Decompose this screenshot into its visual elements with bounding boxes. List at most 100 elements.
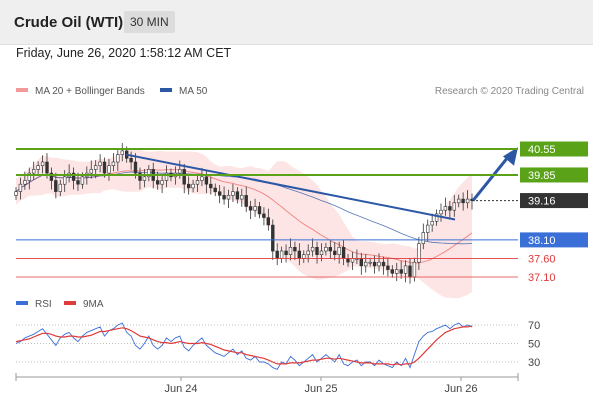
candle-body (328, 247, 332, 252)
timestamp: Friday, June 26, 2020 1:58:12 AM CET (16, 46, 232, 60)
candle-body (94, 165, 98, 170)
rsi-plot: 70 50 30 (15, 320, 540, 370)
level-label-box (520, 232, 588, 248)
candle-body (403, 265, 408, 274)
candle-body (275, 250, 279, 259)
candle-body (102, 161, 107, 174)
candle-body (209, 183, 213, 189)
bollinger-band (16, 150, 472, 299)
candle-body (306, 250, 310, 256)
candle-body (456, 198, 461, 204)
candle-body (319, 250, 324, 256)
ma50-legend-label: MA 50 (179, 86, 208, 97)
candle-body (257, 206, 262, 215)
instrument-title: Crude Oil (WTI) (14, 14, 124, 31)
level-label-resistance: 40.55 (528, 144, 556, 156)
rsi-legend-swatch (16, 301, 28, 305)
candle-body (58, 183, 63, 192)
candle-body (324, 247, 328, 252)
descending-trendline (125, 153, 456, 221)
candle-body (133, 161, 138, 174)
level-label-box (520, 193, 588, 209)
candle-body (89, 169, 94, 174)
candle-body (266, 217, 270, 226)
candle-body (368, 261, 372, 264)
candle-body (76, 180, 80, 185)
title-bar: Crude Oil (WTI) 30 MIN (0, 0, 593, 45)
credit-text: Research © 2020 Trading Central (435, 86, 584, 97)
candle-body (337, 247, 341, 256)
level-label-box (520, 167, 588, 183)
level-label-last: 39.16 (528, 196, 556, 208)
candle-body (377, 261, 381, 267)
candle-body (195, 180, 200, 185)
candle-body (448, 206, 452, 211)
candle-body (302, 254, 306, 259)
projection-arrow-head (503, 147, 518, 166)
x-tick-label: Jun 26 (444, 383, 477, 395)
rsi-level-label: 30 (528, 357, 540, 369)
candle-body (430, 221, 434, 226)
candle-body (408, 265, 412, 278)
candle-body (439, 209, 443, 215)
candle-body (363, 261, 368, 267)
candle-body (129, 158, 133, 163)
candle-body (235, 191, 240, 200)
candle-body (461, 198, 465, 204)
level-label-support: 37.60 (528, 253, 556, 265)
price-levels: 40.55 39.85 39.16 38.10 37.60 37.10 (16, 141, 588, 284)
candle-body (49, 172, 54, 181)
candle-body (359, 258, 363, 267)
rsi-ma-legend-swatch (64, 301, 76, 305)
candle-body (54, 180, 58, 192)
candle-body (164, 172, 169, 181)
candle-body (271, 224, 275, 252)
candle-body (244, 195, 248, 207)
candle-body (107, 165, 111, 174)
candle-body (71, 172, 76, 181)
candle-body (372, 261, 377, 267)
level-label-box (520, 141, 588, 157)
rsi-level-label: 50 (528, 339, 540, 351)
candle-body (142, 176, 147, 181)
candle-body (191, 183, 195, 189)
candle-body (253, 206, 257, 211)
rsi-level-label: 70 (528, 320, 540, 332)
candle-body (27, 172, 31, 181)
candle-body (147, 169, 151, 178)
candle-body (452, 202, 456, 211)
candle-body (434, 213, 439, 222)
rsi-ma-legend-label: 9MA (83, 299, 104, 310)
candle-body (262, 213, 266, 218)
candle-body (333, 250, 337, 256)
candle-body (45, 161, 49, 174)
candle-body (421, 232, 425, 244)
candle-body (23, 180, 27, 185)
candle-body (399, 269, 403, 274)
candle-body (350, 258, 355, 263)
ma20-legend-label: MA 20 + Bollinger Bands (35, 86, 145, 97)
candle-body (231, 191, 235, 196)
candle-body (111, 161, 116, 167)
candle-body (394, 269, 399, 274)
x-tick-label: Jun 25 (304, 383, 337, 395)
candle-body (62, 176, 67, 185)
candle-body (156, 180, 160, 185)
candle-body (315, 247, 319, 256)
candle-body (200, 176, 204, 181)
ma50-legend-swatch (160, 88, 172, 92)
candle-body (98, 161, 102, 167)
timeframe-badge[interactable]: 30 MIN (124, 11, 175, 33)
candle-body (279, 250, 284, 259)
candle-body (284, 250, 288, 256)
candle-body (310, 247, 315, 252)
level-label-support: 37.10 (528, 272, 556, 284)
candle-body (204, 176, 209, 185)
rsi-legend-label: RSI (35, 299, 52, 310)
candle-body (248, 206, 253, 211)
candle-body (187, 183, 191, 189)
candle-body (288, 247, 293, 256)
price-plot (14, 143, 518, 299)
